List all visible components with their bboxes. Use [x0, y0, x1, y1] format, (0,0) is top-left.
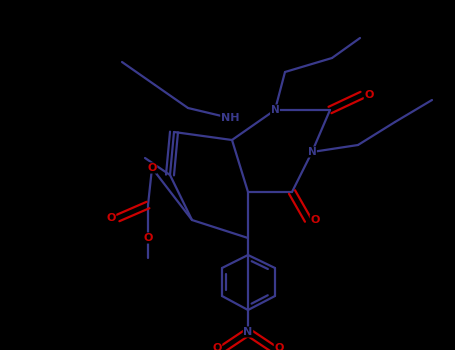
Text: O: O [147, 163, 157, 173]
Text: N: N [243, 327, 253, 337]
Text: O: O [212, 343, 222, 350]
Text: O: O [106, 213, 116, 223]
Text: O: O [310, 215, 320, 225]
Text: O: O [143, 233, 153, 243]
Text: NH: NH [221, 113, 239, 123]
Text: N: N [271, 105, 279, 115]
Text: N: N [308, 147, 316, 157]
Text: O: O [274, 343, 283, 350]
Text: O: O [364, 90, 374, 100]
